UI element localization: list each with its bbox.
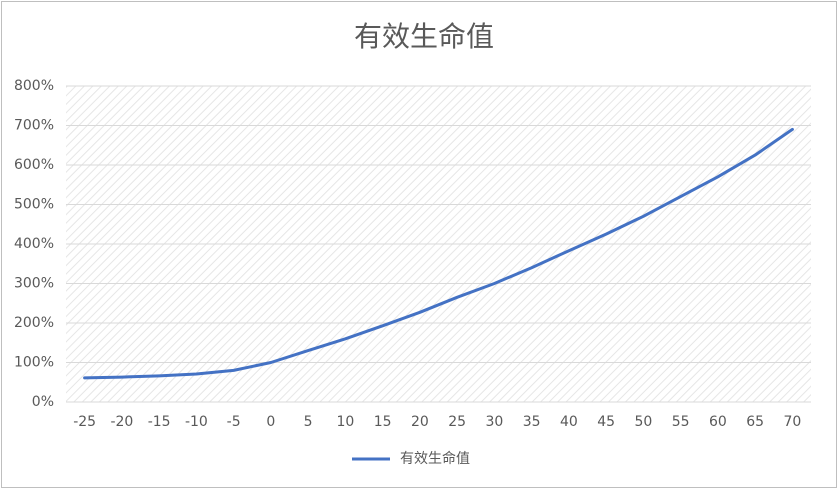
x-tick-label: 45 — [597, 414, 615, 430]
y-tick-label: 0% — [32, 394, 54, 410]
y-tick-label: 800% — [14, 78, 54, 94]
y-tick-label: 400% — [14, 236, 54, 252]
x-tick-label: 50 — [634, 414, 652, 430]
y-tick-label: 600% — [14, 157, 54, 173]
x-tick-label: 30 — [485, 414, 503, 430]
x-tick-label: 20 — [411, 414, 429, 430]
x-tick-label: 15 — [374, 414, 392, 430]
x-tick-label: 10 — [336, 414, 354, 430]
y-tick-label: 500% — [14, 197, 54, 213]
data-line — [83, 127, 794, 380]
y-tick-label: 100% — [14, 355, 54, 371]
x-tick-label: 25 — [448, 414, 466, 430]
y-tick-label: 300% — [14, 276, 54, 292]
x-tick-label: 5 — [304, 414, 313, 430]
x-tick-label: 60 — [709, 414, 727, 430]
y-tick-label: 200% — [14, 315, 54, 331]
x-tick-label: -5 — [227, 414, 241, 430]
x-tick-label: 70 — [783, 414, 801, 430]
chart-title: 有效生命值 — [354, 20, 494, 53]
x-tick-label: -10 — [185, 414, 208, 430]
x-tick-label: 35 — [523, 414, 541, 430]
x-tick-label: 65 — [746, 414, 764, 430]
x-tick-label: 55 — [672, 414, 690, 430]
x-tick-label: -15 — [148, 414, 171, 430]
x-tick-label: -25 — [73, 414, 96, 430]
x-tick-label: 0 — [266, 414, 275, 430]
legend-label: 有效生命值 — [400, 450, 470, 467]
y-tick-label: 700% — [14, 118, 54, 134]
x-tick-label: -20 — [110, 414, 133, 430]
x-tick-label: 40 — [560, 414, 578, 430]
